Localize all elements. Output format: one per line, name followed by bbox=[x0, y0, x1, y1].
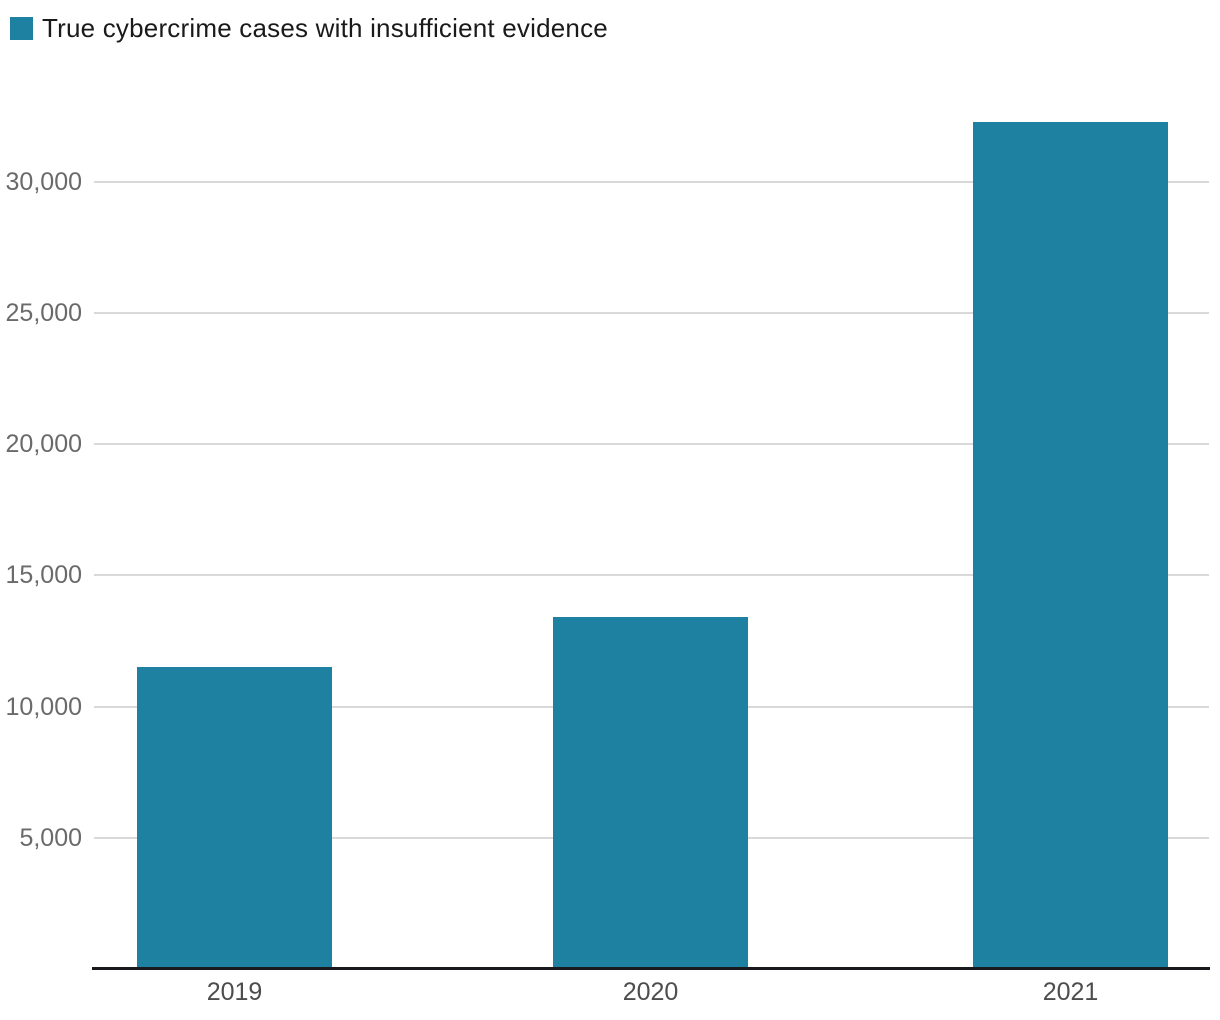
gridline-25,000 bbox=[94, 311, 1209, 314]
legend-label: True cybercrime cases with insufficient … bbox=[42, 13, 608, 43]
gridline-15,000 bbox=[94, 574, 1209, 577]
y-axis-tick-label: 20,000 bbox=[5, 430, 82, 458]
x-axis-tick-label: 2020 bbox=[622, 978, 679, 1006]
bar-2020 bbox=[553, 617, 748, 969]
gridline-30,000 bbox=[94, 180, 1209, 183]
bar-2021 bbox=[973, 122, 1168, 969]
x-axis-baseline bbox=[92, 967, 1210, 970]
x-axis-tick-label: 2019 bbox=[206, 978, 263, 1006]
y-axis-tick-label: 25,000 bbox=[5, 298, 82, 327]
legend-swatch bbox=[10, 16, 33, 40]
y-axis-tick-label: 10,000 bbox=[5, 692, 82, 721]
y-axis-tick-label: 30,000 bbox=[5, 167, 82, 196]
bar-2019 bbox=[137, 667, 332, 969]
legend: True cybercrime cases with insufficient … bbox=[10, 14, 608, 42]
gridline-20,000 bbox=[94, 443, 1209, 445]
y-axis-tick-label: 15,000 bbox=[5, 561, 82, 590]
y-axis-tick-label: 5,000 bbox=[19, 823, 82, 852]
x-axis-tick-label: 2021 bbox=[1042, 978, 1099, 1006]
